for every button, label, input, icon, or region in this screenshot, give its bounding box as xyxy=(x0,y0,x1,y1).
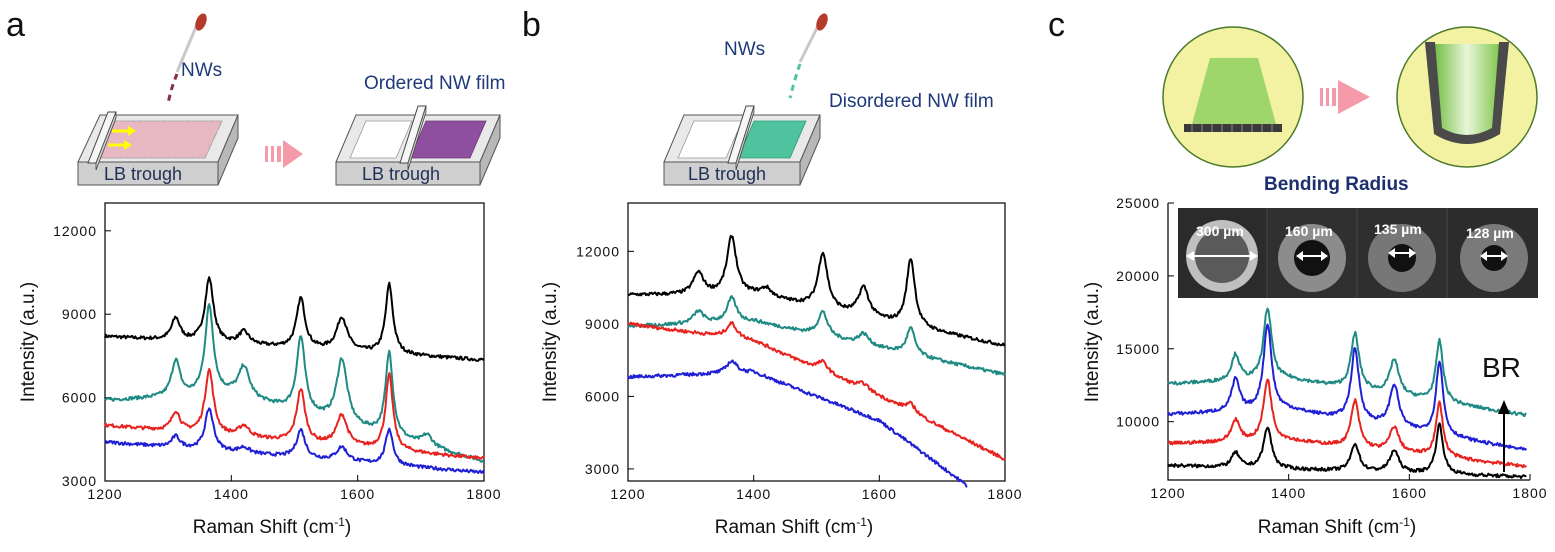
inset-300: 300 µm xyxy=(1178,208,1266,298)
x-axis-label: Raman Shift (cm-1) xyxy=(193,515,351,538)
series-line-black xyxy=(1167,422,1527,480)
x-tick-label: 1400 xyxy=(1271,485,1306,501)
pipette-icon xyxy=(166,13,207,105)
lb-trough-label-2: LB trough xyxy=(362,164,440,184)
x-tick-label: 1200 xyxy=(1150,485,1185,501)
ordered-film-label: Ordered NW film xyxy=(364,73,505,94)
lb-trough-1 xyxy=(77,111,239,186)
series-line-blue xyxy=(104,407,485,474)
x-axis-label: Raman Shift (cm-1) xyxy=(715,515,873,538)
y-tick-label: 12000 xyxy=(576,243,620,259)
x-tick-label: 1400 xyxy=(214,486,249,502)
series-c xyxy=(1167,307,1528,480)
panel-label-c: c xyxy=(1048,6,1065,44)
x-tick-label: 1600 xyxy=(862,486,897,502)
inset-135: 135 µm xyxy=(1358,208,1446,298)
series-line-blue xyxy=(627,359,968,488)
series-line-red xyxy=(104,368,485,461)
y-tick-label: 3000 xyxy=(585,461,620,477)
x-tick-label: 1200 xyxy=(610,486,645,502)
bent-substrate xyxy=(1425,42,1509,144)
y-tick-label: 6000 xyxy=(585,388,620,404)
plot-frame-b xyxy=(627,202,1006,482)
x-tick-label: 1800 xyxy=(466,486,501,502)
y-axis-label: Intensity (a.u.) xyxy=(1082,282,1103,402)
schematic-c: Bending Radius xyxy=(1162,26,1538,195)
x-tick-label: 1800 xyxy=(987,486,1022,502)
x-tick-label: 1400 xyxy=(736,486,771,502)
series-b xyxy=(627,234,1006,488)
inset-label-135: 135 µm xyxy=(1374,221,1422,237)
series-line-teal xyxy=(627,295,1006,376)
series-line-blue xyxy=(1167,323,1528,451)
panel-label-a: a xyxy=(6,6,25,44)
inset-label-300: 300 µm xyxy=(1196,223,1244,239)
x-axis-label: Raman Shift (cm-1) xyxy=(1258,515,1416,538)
series-line-teal xyxy=(104,303,485,463)
y-tick-label: 20000 xyxy=(1116,268,1160,284)
series-line-red xyxy=(1167,378,1527,469)
bending-radius-title: Bending Radius xyxy=(1264,174,1409,195)
y-tick-label: 10000 xyxy=(1116,414,1160,430)
arrow-icon xyxy=(108,126,136,150)
x-tick-label: 1600 xyxy=(1392,485,1427,501)
y-tick-label: 25000 xyxy=(1116,195,1160,211)
bend-arrow-icon xyxy=(1320,80,1370,114)
br-arrow-icon xyxy=(1498,400,1510,472)
flat-substrate xyxy=(1184,124,1282,132)
series-line-black xyxy=(104,276,485,362)
x-tick-label: 1600 xyxy=(340,486,375,502)
x-tick-label: 1800 xyxy=(1512,485,1547,501)
flat-nw-film xyxy=(1192,58,1276,124)
nws-label-a: NWs xyxy=(181,60,222,81)
inset-128: 128 µm xyxy=(1448,208,1538,298)
axes-b: 1200 1400 1600 1800 3000 6000 9000 12000 Intensi… xyxy=(540,243,1022,538)
panel-label-b: b xyxy=(522,6,541,44)
axes-c: 1200 1400 1600 1800 10000 15000 20000 25000 Inte… xyxy=(1082,195,1547,538)
series-line-black xyxy=(627,234,1006,347)
y-tick-label: 6000 xyxy=(62,390,97,406)
schematic-b: NWs Disordered NW film LB trough xyxy=(663,13,994,186)
inset-micrographs: 300 µm 160 µm 135 µm xyxy=(1178,208,1538,298)
y-tick-label: 12000 xyxy=(53,223,97,239)
pipette-icon xyxy=(788,13,828,99)
inset-label-160: 160 µm xyxy=(1285,223,1333,239)
y-tick-label: 9000 xyxy=(62,306,97,322)
series-line-teal xyxy=(1167,307,1527,417)
plot-frame-a xyxy=(104,202,485,482)
disordered-film-label: Disordered NW film xyxy=(829,91,994,112)
nws-label-b: NWs xyxy=(724,39,765,60)
inset-label-128: 128 µm xyxy=(1466,225,1514,241)
lb-trough-label-1: LB trough xyxy=(104,164,182,184)
plot-a: 1200 1400 1600 1800 3000 6000 9000 12000 Intensi… xyxy=(18,202,501,538)
inset-160: 160 µm xyxy=(1268,208,1356,298)
plot-b: 1200 1400 1600 1800 3000 6000 9000 12000 Intensi… xyxy=(540,202,1022,538)
transition-arrow-icon xyxy=(265,140,303,168)
lb-trough-label-3: LB trough xyxy=(688,164,766,184)
series-line-red xyxy=(627,321,1006,461)
y-tick-label: 3000 xyxy=(62,473,97,489)
bent-nw-film xyxy=(1433,44,1501,138)
schematic-a: NWs LB trough xyxy=(77,13,505,186)
br-label: BR xyxy=(1482,352,1521,383)
axes-a: 1200 1400 1600 1800 3000 6000 9000 12000 Intensi… xyxy=(18,223,501,538)
series-a xyxy=(104,276,485,474)
y-axis-label: Intensity (a.u.) xyxy=(540,282,561,402)
lb-trough-3 xyxy=(663,105,821,186)
lb-trough-2 xyxy=(335,105,501,186)
x-tick-label: 1200 xyxy=(87,486,122,502)
y-tick-label: 15000 xyxy=(1116,341,1160,357)
y-axis-label: Intensity (a.u.) xyxy=(18,282,39,402)
plot-c: 1200 1400 1600 1800 10000 15000 20000 25000 Inte… xyxy=(1082,195,1547,538)
y-tick-label: 9000 xyxy=(585,316,620,332)
